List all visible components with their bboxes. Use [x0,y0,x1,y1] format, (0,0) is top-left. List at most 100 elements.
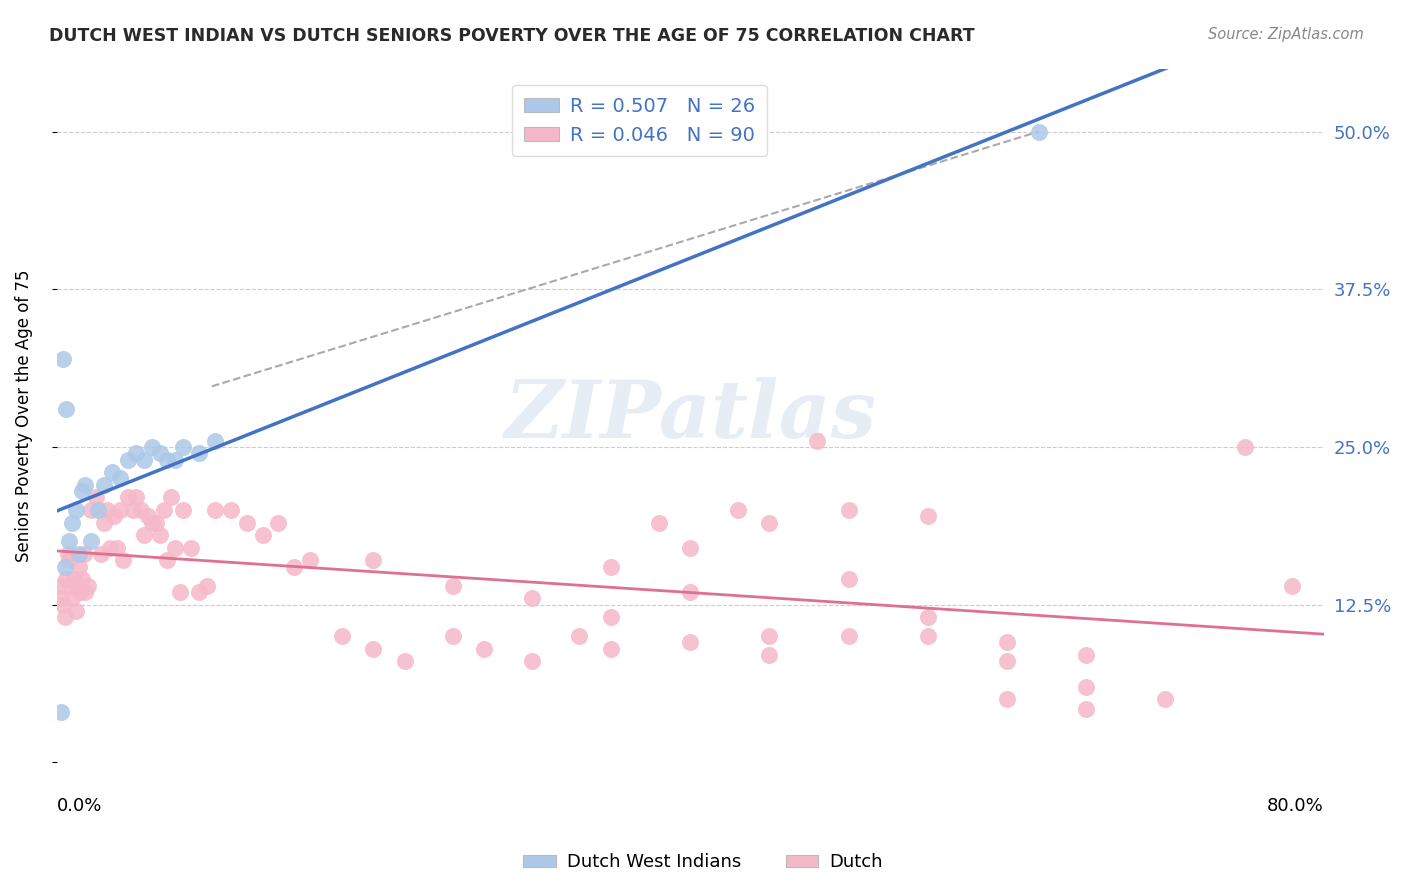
Point [917,629,939,643]
Point [172,503,194,517]
Point [600,641,623,656]
Point [917,509,939,524]
Point [838,572,860,586]
Point [153,503,176,517]
Point [758,516,780,530]
Point [52,351,75,366]
Point [75,585,97,599]
Point [103,509,125,524]
Point [132,452,155,467]
Point [117,491,139,505]
Point [1076,680,1098,694]
Point [838,629,860,643]
Point [679,585,702,599]
Point [84,491,107,505]
Point [394,654,416,668]
Point [108,503,131,517]
Point [188,446,211,460]
Point [267,516,290,530]
Point [87,503,110,517]
Point [1233,440,1256,454]
Point [125,446,148,460]
Point [77,579,100,593]
Text: Source: ZipAtlas.com: Source: ZipAtlas.com [1208,27,1364,42]
Point [96,503,118,517]
Point [165,541,187,555]
Point [117,452,139,467]
Point [679,635,702,649]
Point [69,585,91,599]
Point [62,591,84,606]
Point [917,610,939,624]
Point [1028,125,1050,139]
Point [172,440,194,454]
Point [995,635,1018,649]
Point [67,559,90,574]
Point [51,591,73,606]
Point [1076,648,1098,662]
Point [125,491,148,505]
Point [58,534,80,549]
Point [806,434,828,448]
Point [204,434,226,448]
Point [51,705,73,719]
Point [1281,579,1303,593]
Point [105,541,128,555]
Point [141,440,163,454]
Point [156,553,179,567]
Point [679,541,702,555]
Point [138,509,160,524]
Point [129,503,152,517]
Point [55,572,77,586]
Point [283,559,305,574]
Point [363,641,385,656]
Point [100,541,122,555]
Point [472,641,495,656]
Point [299,553,322,567]
Point [148,528,170,542]
Point [647,516,669,530]
Point [758,629,780,643]
Point [169,585,191,599]
Point [58,553,80,567]
Point [600,559,623,574]
Point [75,477,97,491]
Point [141,516,163,530]
Point [108,471,131,485]
Point [219,503,242,517]
Point [838,503,860,517]
Text: 80.0%: 80.0% [1267,797,1324,815]
Point [252,528,274,542]
Point [112,553,135,567]
Point [148,446,170,460]
Point [121,503,143,517]
Point [441,579,464,593]
Point [80,503,103,517]
Point [66,579,89,593]
Point [93,477,115,491]
Point [53,610,76,624]
Point [180,541,202,555]
Text: ZIPatlas: ZIPatlas [505,376,876,454]
Point [72,547,94,561]
Point [65,503,87,517]
Point [995,692,1018,706]
Y-axis label: Seniors Poverty Over the Age of 75: Seniors Poverty Over the Age of 75 [15,269,32,562]
Point [204,503,226,517]
Point [80,534,103,549]
Legend: R = 0.507   N = 26, R = 0.046   N = 90: R = 0.507 N = 26, R = 0.046 N = 90 [512,85,768,156]
Point [568,629,591,643]
Point [441,629,464,643]
Point [600,610,623,624]
Point [165,452,187,467]
Point [1076,702,1098,716]
Point [195,579,218,593]
Point [52,598,75,612]
Point [132,528,155,542]
Point [156,452,179,467]
Point [70,572,93,586]
Text: 0.0%: 0.0% [56,797,103,815]
Point [727,503,749,517]
Point [330,629,353,643]
Point [55,402,77,417]
